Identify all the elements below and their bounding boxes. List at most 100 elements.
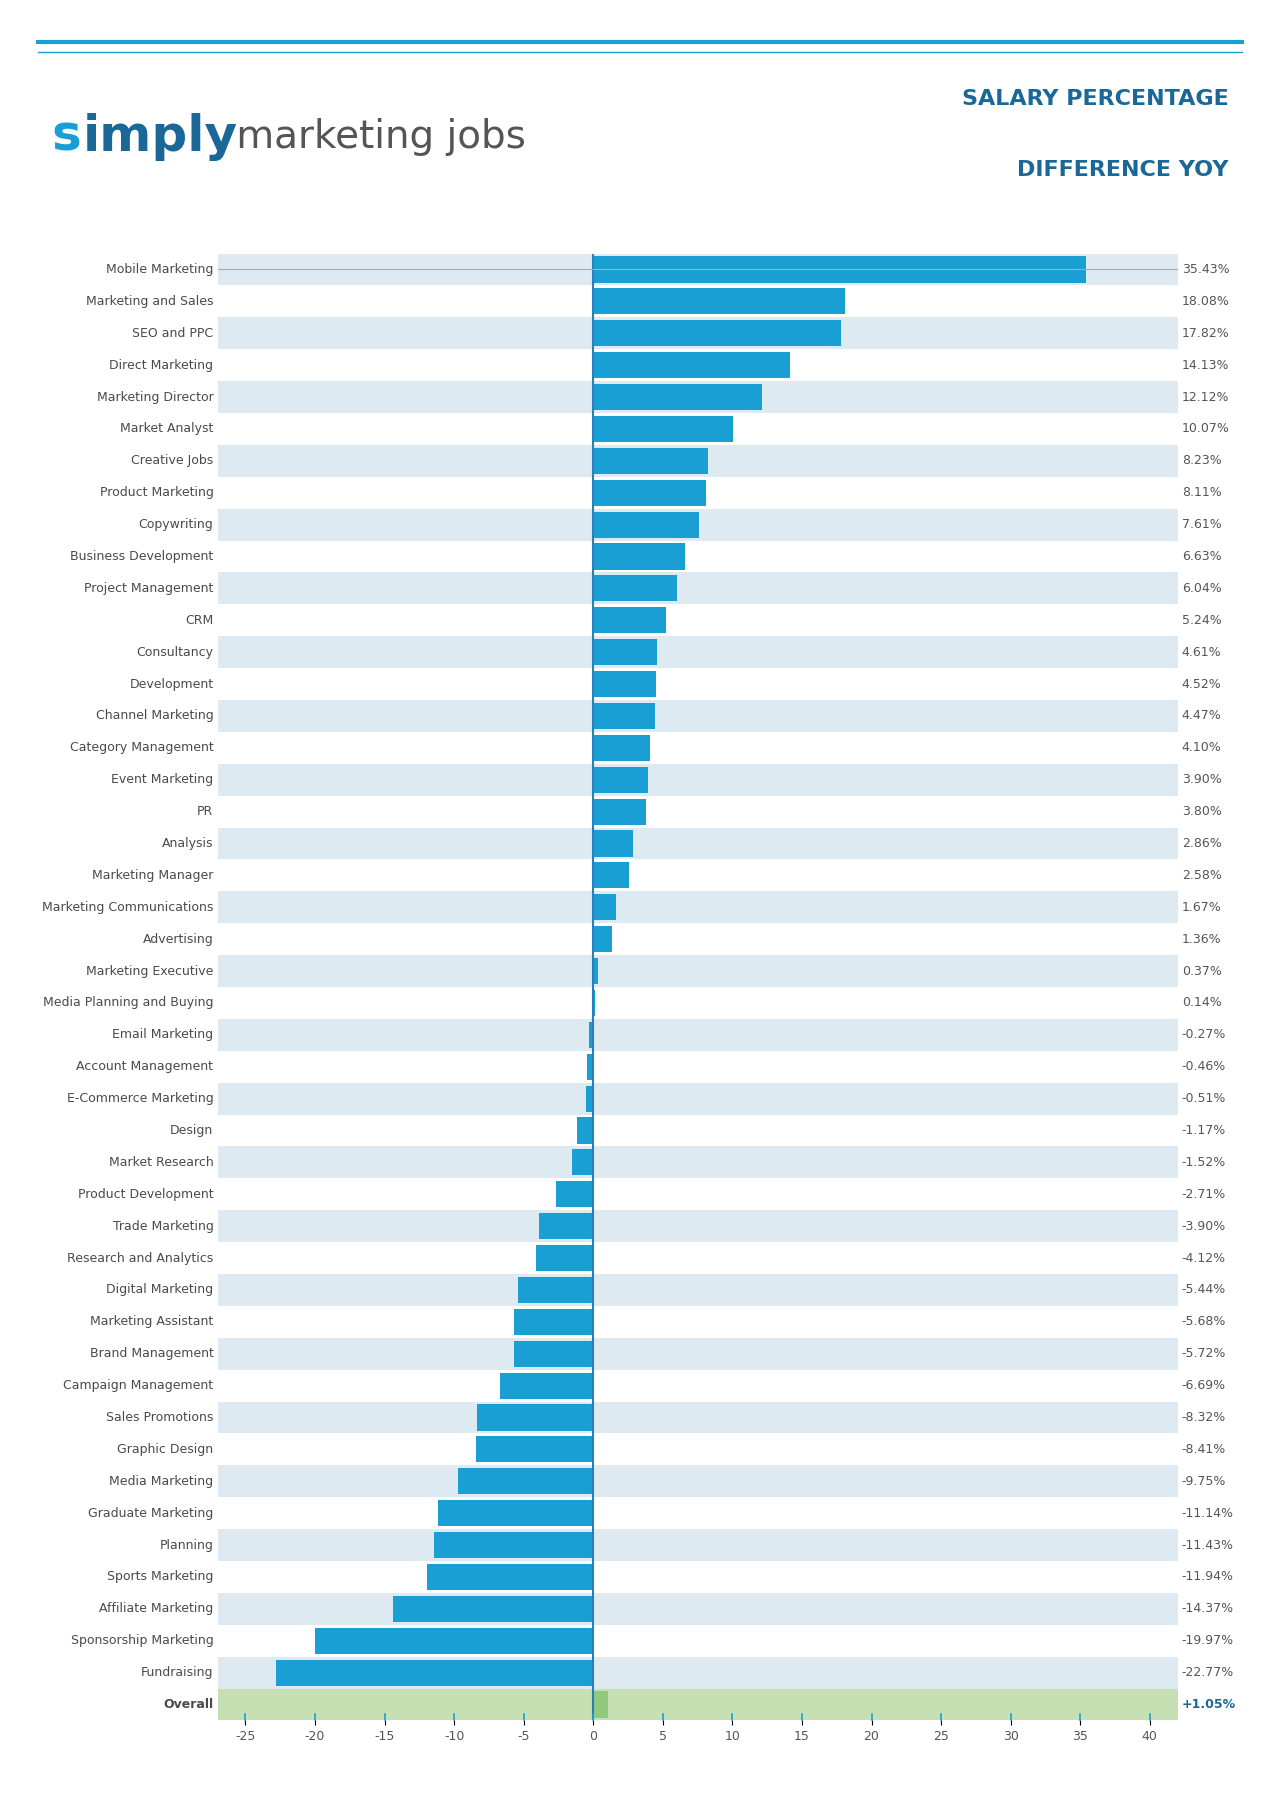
FancyBboxPatch shape bbox=[218, 860, 1178, 891]
FancyBboxPatch shape bbox=[218, 1594, 1178, 1624]
FancyBboxPatch shape bbox=[593, 257, 1087, 283]
FancyBboxPatch shape bbox=[393, 1595, 593, 1623]
FancyBboxPatch shape bbox=[458, 1469, 593, 1494]
FancyBboxPatch shape bbox=[218, 891, 1178, 924]
Text: 35.43%: 35.43% bbox=[1181, 263, 1229, 275]
FancyBboxPatch shape bbox=[593, 480, 707, 505]
Text: PR: PR bbox=[197, 806, 214, 819]
FancyBboxPatch shape bbox=[218, 380, 1178, 413]
Text: 8.11%: 8.11% bbox=[1181, 485, 1221, 500]
FancyBboxPatch shape bbox=[556, 1181, 593, 1208]
Text: Marketing Communications: Marketing Communications bbox=[42, 900, 214, 915]
FancyBboxPatch shape bbox=[428, 1565, 593, 1590]
Text: Advertising: Advertising bbox=[142, 933, 214, 945]
Text: Media Marketing: Media Marketing bbox=[109, 1474, 214, 1489]
Text: Sales Promotions: Sales Promotions bbox=[106, 1411, 214, 1423]
FancyBboxPatch shape bbox=[513, 1340, 593, 1367]
Text: Product Marketing: Product Marketing bbox=[100, 485, 214, 500]
FancyBboxPatch shape bbox=[218, 1498, 1178, 1528]
FancyBboxPatch shape bbox=[218, 1210, 1178, 1242]
FancyBboxPatch shape bbox=[218, 286, 1178, 317]
FancyBboxPatch shape bbox=[593, 958, 599, 983]
Text: -5.72%: -5.72% bbox=[1181, 1347, 1226, 1360]
Text: -5.44%: -5.44% bbox=[1181, 1284, 1226, 1297]
Text: 4.61%: 4.61% bbox=[1181, 647, 1221, 659]
Text: Development: Development bbox=[129, 677, 214, 690]
Text: -1.17%: -1.17% bbox=[1181, 1125, 1226, 1137]
FancyBboxPatch shape bbox=[593, 511, 699, 538]
Text: -22.77%: -22.77% bbox=[1181, 1666, 1234, 1679]
FancyBboxPatch shape bbox=[593, 639, 658, 665]
FancyBboxPatch shape bbox=[593, 543, 686, 570]
Text: Market Research: Market Research bbox=[109, 1155, 214, 1168]
FancyBboxPatch shape bbox=[517, 1277, 593, 1304]
FancyBboxPatch shape bbox=[593, 831, 634, 857]
FancyBboxPatch shape bbox=[218, 636, 1178, 668]
Text: Graphic Design: Graphic Design bbox=[118, 1443, 214, 1456]
Text: -4.12%: -4.12% bbox=[1181, 1251, 1226, 1264]
Text: SALARY PERCENTAGE: SALARY PERCENTAGE bbox=[963, 89, 1229, 109]
Text: DIFFERENCE YOY: DIFFERENCE YOY bbox=[1018, 159, 1229, 179]
Text: -8.32%: -8.32% bbox=[1181, 1411, 1226, 1423]
Text: Brand Management: Brand Management bbox=[90, 1347, 214, 1360]
FancyBboxPatch shape bbox=[218, 1146, 1178, 1179]
Text: 8.23%: 8.23% bbox=[1181, 455, 1221, 467]
Text: Account Management: Account Management bbox=[77, 1059, 214, 1074]
FancyBboxPatch shape bbox=[276, 1659, 593, 1686]
FancyBboxPatch shape bbox=[593, 447, 708, 474]
FancyBboxPatch shape bbox=[572, 1150, 593, 1175]
FancyBboxPatch shape bbox=[218, 446, 1178, 476]
Text: -11.43%: -11.43% bbox=[1181, 1539, 1234, 1552]
Text: -0.27%: -0.27% bbox=[1181, 1029, 1226, 1041]
Text: -3.90%: -3.90% bbox=[1181, 1219, 1226, 1233]
FancyBboxPatch shape bbox=[593, 576, 677, 601]
Text: Planning: Planning bbox=[160, 1539, 214, 1552]
Text: 1.36%: 1.36% bbox=[1181, 933, 1221, 945]
FancyBboxPatch shape bbox=[577, 1117, 593, 1143]
FancyBboxPatch shape bbox=[218, 1179, 1178, 1210]
FancyBboxPatch shape bbox=[218, 476, 1178, 509]
FancyBboxPatch shape bbox=[218, 1242, 1178, 1273]
Text: SEO and PPC: SEO and PPC bbox=[132, 326, 214, 340]
Text: 2.86%: 2.86% bbox=[1181, 837, 1221, 849]
FancyBboxPatch shape bbox=[593, 1691, 608, 1717]
FancyBboxPatch shape bbox=[434, 1532, 593, 1557]
Text: -8.41%: -8.41% bbox=[1181, 1443, 1226, 1456]
Text: Sports Marketing: Sports Marketing bbox=[108, 1570, 214, 1583]
FancyBboxPatch shape bbox=[218, 1657, 1178, 1688]
Text: Category Management: Category Management bbox=[69, 741, 214, 755]
FancyBboxPatch shape bbox=[218, 1114, 1178, 1146]
FancyBboxPatch shape bbox=[539, 1213, 593, 1239]
Text: -11.14%: -11.14% bbox=[1181, 1507, 1234, 1519]
Text: Market Analyst: Market Analyst bbox=[120, 422, 214, 435]
FancyBboxPatch shape bbox=[593, 925, 612, 953]
FancyBboxPatch shape bbox=[438, 1500, 593, 1527]
FancyBboxPatch shape bbox=[218, 1306, 1178, 1338]
FancyBboxPatch shape bbox=[218, 350, 1178, 380]
Text: Consultancy: Consultancy bbox=[137, 647, 214, 659]
Text: Marketing Manager: Marketing Manager bbox=[92, 869, 214, 882]
Text: Mobile Marketing: Mobile Marketing bbox=[106, 263, 214, 275]
Text: Direct Marketing: Direct Marketing bbox=[109, 359, 214, 371]
Text: Campaign Management: Campaign Management bbox=[63, 1380, 214, 1393]
FancyBboxPatch shape bbox=[477, 1404, 593, 1431]
FancyBboxPatch shape bbox=[218, 987, 1178, 1020]
Text: -14.37%: -14.37% bbox=[1181, 1603, 1234, 1615]
Text: Marketing Assistant: Marketing Assistant bbox=[90, 1315, 214, 1327]
FancyBboxPatch shape bbox=[500, 1373, 593, 1398]
FancyBboxPatch shape bbox=[218, 701, 1178, 732]
Text: -6.69%: -6.69% bbox=[1181, 1380, 1226, 1393]
Text: 18.08%: 18.08% bbox=[1181, 295, 1230, 308]
FancyBboxPatch shape bbox=[593, 991, 595, 1016]
FancyBboxPatch shape bbox=[218, 1050, 1178, 1083]
FancyBboxPatch shape bbox=[218, 1561, 1178, 1594]
FancyBboxPatch shape bbox=[593, 384, 762, 409]
FancyBboxPatch shape bbox=[218, 572, 1178, 605]
FancyBboxPatch shape bbox=[218, 1369, 1178, 1402]
Text: -0.46%: -0.46% bbox=[1181, 1059, 1226, 1074]
Text: 14.13%: 14.13% bbox=[1181, 359, 1229, 371]
FancyBboxPatch shape bbox=[593, 351, 790, 378]
Text: Research and Analytics: Research and Analytics bbox=[67, 1251, 214, 1264]
Text: Design: Design bbox=[170, 1125, 214, 1137]
Text: Marketing Director: Marketing Director bbox=[97, 391, 214, 404]
